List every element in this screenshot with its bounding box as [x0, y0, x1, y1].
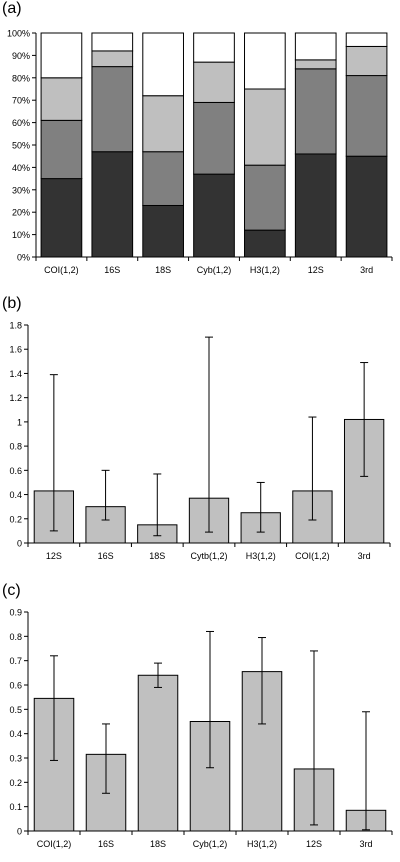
c-y-tick-label: 0.9 [9, 608, 22, 618]
a-x-tick-label: Cyb(1,2) [197, 265, 232, 275]
c-y-tick-label: 0.3 [9, 754, 22, 764]
c-x-tick-label: H3(1,2) [247, 839, 277, 849]
a-x-tick-label: 18S [155, 265, 171, 275]
a-bar-segment [294, 59, 337, 70]
a-bar-segment [244, 164, 286, 231]
c-x-tick-label: 3rd [359, 839, 372, 849]
a-y-tick-label: 90% [12, 51, 30, 61]
a-bar-segment [142, 95, 184, 153]
b-y-tick-label: 0 [17, 539, 22, 549]
a-y-tick-label: 80% [12, 73, 30, 83]
a-y-tick-label: 20% [12, 208, 30, 218]
a-x-tick-label: 16S [104, 265, 120, 275]
c-y-tick-label: 0.6 [9, 681, 22, 691]
b-x-tick-label: 18S [149, 551, 165, 561]
b-y-tick-label: 0.8 [9, 442, 22, 452]
a-bar-segment [294, 32, 337, 61]
a-bar-segment [193, 101, 235, 175]
c-y-tick-label: 0.7 [9, 656, 22, 666]
c-y-tick-label: 0.5 [9, 705, 22, 715]
c-x-tick-label: Cyb(1,2) [193, 839, 228, 849]
b-y-tick-label: 0.4 [9, 490, 22, 500]
a-bar-segment [142, 204, 184, 258]
panel-label-b: (b) [2, 295, 22, 312]
b-y-tick-label: 0.6 [9, 466, 22, 476]
a-x-tick-label: 12S [308, 265, 324, 275]
c-x-tick-label: 18S [150, 839, 166, 849]
c-y-tick-label: 0 [17, 827, 22, 837]
a-bar-segment [345, 155, 388, 258]
a-bar-segment [244, 88, 286, 166]
a-bar-segment [40, 32, 83, 79]
panel-b: (b) 0 0.2 0.4 0.6 0.8 1 1.2 1.4 1.6 1.8 12S 16S 18S C… [0, 295, 400, 565]
a-bar-segment [91, 66, 134, 153]
a-bar-segment [193, 32, 235, 63]
b-x-tick-label: COI(1,2) [295, 551, 330, 561]
a-y-tick-label: 70% [12, 96, 30, 106]
b-x-tick-label: 12S [46, 551, 62, 561]
c-y-tick-label: 0.4 [9, 729, 22, 739]
c-y-tick-label: 0.8 [9, 632, 22, 642]
a-bar-segment [294, 68, 337, 155]
b-x-tick-label: 16S [98, 551, 114, 561]
a-y-tick-label: 30% [12, 185, 30, 195]
a-bar-segment [91, 32, 134, 52]
a-bar-segment [193, 61, 235, 103]
a-bar-segment [244, 229, 286, 258]
b-y-tick-label: 1.6 [9, 345, 22, 355]
panel-c: (c) 0 0.1 0.2 0.3 0.4 0.5 0.6 0.7 0.8 0.9 COI(1,2)… [0, 582, 400, 857]
a-bar-segment [142, 151, 184, 206]
a-y-tick-label: 0% [17, 253, 30, 263]
a-bar-segment [91, 151, 134, 258]
stacked-bar-chart-a: 0% 10% 20% 30% 40% 50% 60% 70% 80% 90% 100% COI(1,2… [7, 29, 393, 275]
b-y-tick-label: 1.4 [9, 369, 22, 379]
a-bar-segment [244, 32, 286, 90]
a-bar-segment [345, 75, 388, 157]
a-y-tick-label: 50% [12, 141, 30, 151]
a-bar-segment [294, 153, 337, 258]
a-bar-segment [345, 32, 388, 47]
a-bar-segment [40, 77, 83, 121]
c-x-tick-label: 16S [98, 839, 114, 849]
a-bar-segment [91, 50, 134, 68]
a-bar-segment [142, 32, 184, 97]
bar-chart-b: 0 0.2 0.4 0.6 0.8 1 1.2 1.4 1.6 1.8 12S 16S 18S Cytb(… [9, 321, 391, 561]
b-x-tick-label: Cytb(1,2) [190, 551, 227, 561]
a-bar-segment [40, 119, 83, 180]
c-y-tick-label: 0.1 [9, 802, 22, 812]
panel-label-a: (a) [2, 0, 22, 17]
a-bar-segment [345, 45, 388, 77]
b-y-tick-label: 1 [17, 417, 22, 427]
b-y-tick-label: 1.2 [9, 393, 22, 403]
b-x-tick-label: H3(1,2) [246, 551, 276, 561]
a-x-tick-label: 3rd [360, 265, 373, 275]
a-y-tick-label: 10% [12, 230, 30, 240]
panel-label-c: (c) [2, 582, 21, 599]
c-x-tick-label: 12S [306, 839, 322, 849]
a-y-tick-label: 60% [12, 118, 30, 128]
panel-a: (a) 0% 10% 20% 30% 40% 50% 60% 70% 80% 90% 100% COI… [0, 0, 400, 285]
a-x-tick-label: COI(1,2) [44, 265, 79, 275]
a-bar-segment [193, 173, 235, 258]
a-x-tick-label: H3(1,2) [250, 265, 280, 275]
b-y-tick-label: 1.8 [9, 321, 22, 331]
bar-chart-c: 0 0.1 0.2 0.3 0.4 0.5 0.6 0.7 0.8 0.9 COI(1,2) 16S 1… [9, 608, 393, 849]
b-x-tick-label: 3rd [358, 551, 371, 561]
c-x-tick-label: COI(1,2) [37, 839, 72, 849]
b-y-tick-label: 0.2 [9, 514, 22, 524]
a-y-tick-label: 100% [7, 29, 30, 39]
c-y-tick-label: 0.2 [9, 778, 22, 788]
c-bar [137, 674, 179, 832]
a-bar-segment [40, 178, 83, 258]
a-y-tick-label: 40% [12, 163, 30, 173]
